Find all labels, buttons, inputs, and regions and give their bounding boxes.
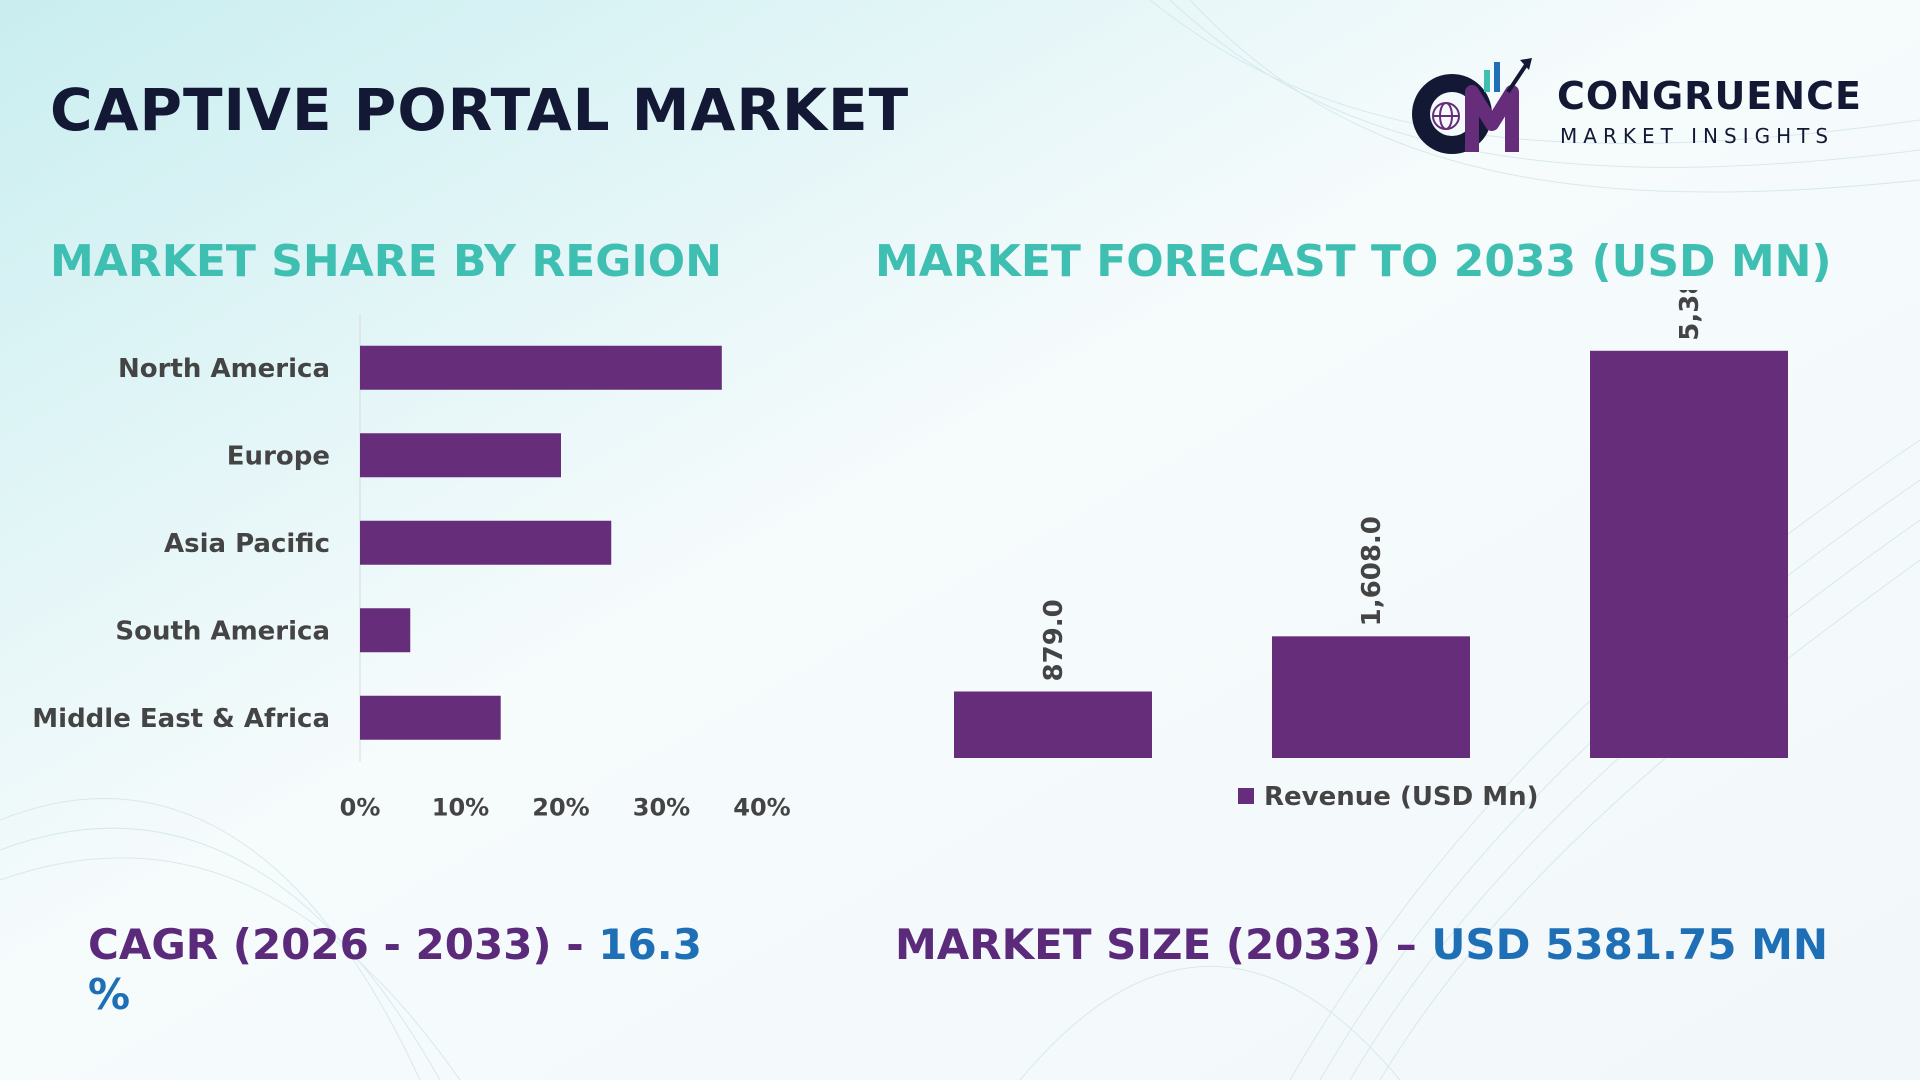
cagr-value: 16.3 % (88, 920, 702, 1019)
bar (1590, 350, 1788, 758)
region-chart-title: MARKET SHARE BY REGION (50, 236, 722, 287)
logo-subtitle: MARKET INSIGHTS (1560, 124, 1835, 148)
bar (360, 345, 722, 390)
market-size-summary: MARKET SIZE (2033) – USD 5381.75 MN (895, 920, 1828, 969)
bar (954, 691, 1152, 758)
category-label: Europe (227, 441, 330, 471)
market-size-value: USD 5381.75 MN (1431, 920, 1829, 969)
forecast-chart: 879.0 1,608.0 5,381.8 Revenue (USD Mn) (954, 290, 1788, 810)
x-tick-label: 10% (432, 794, 489, 822)
category-label: South America (115, 616, 330, 646)
market-size-label: MARKET SIZE (2033) – (895, 920, 1432, 969)
data-label: 879.0 (1039, 599, 1069, 681)
logo-name: CONGRUENCE (1557, 74, 1862, 118)
bar (360, 433, 561, 478)
cagr-summary: CAGR (2026 - 2033) - 16.3 % (88, 920, 718, 1020)
x-tick-label: 20% (532, 794, 589, 822)
x-tick-label: 40% (733, 794, 790, 822)
page-title: CAPTIVE PORTAL MARKET (50, 76, 910, 144)
cagr-label: CAGR (2026 - 2033) - (88, 920, 599, 969)
company-logo: CONGRUENCE MARKET INSIGHTS (1400, 52, 1870, 162)
category-label: Asia Pacific (164, 529, 330, 559)
bar (1272, 636, 1470, 758)
category-label: Middle East & Africa (32, 704, 330, 734)
forecast-chart-title: MARKET FORECAST TO 2033 (USD MN) (875, 236, 1832, 287)
bar (360, 520, 612, 565)
category-label: North America (118, 354, 330, 384)
bar (360, 608, 411, 653)
legend-swatch (1238, 788, 1254, 804)
legend-label: Revenue (USD Mn) (1264, 782, 1539, 810)
bar (360, 695, 501, 740)
data-label: 5,381.8 (1675, 290, 1705, 341)
region-share-chart: North America Europe Asia Pacific South Ame… (32, 314, 791, 822)
x-tick-label: 0% (340, 794, 381, 822)
logo-mark-icon (1412, 58, 1532, 154)
x-tick-label: 30% (633, 794, 690, 822)
data-label: 1,608.0 (1357, 516, 1387, 626)
